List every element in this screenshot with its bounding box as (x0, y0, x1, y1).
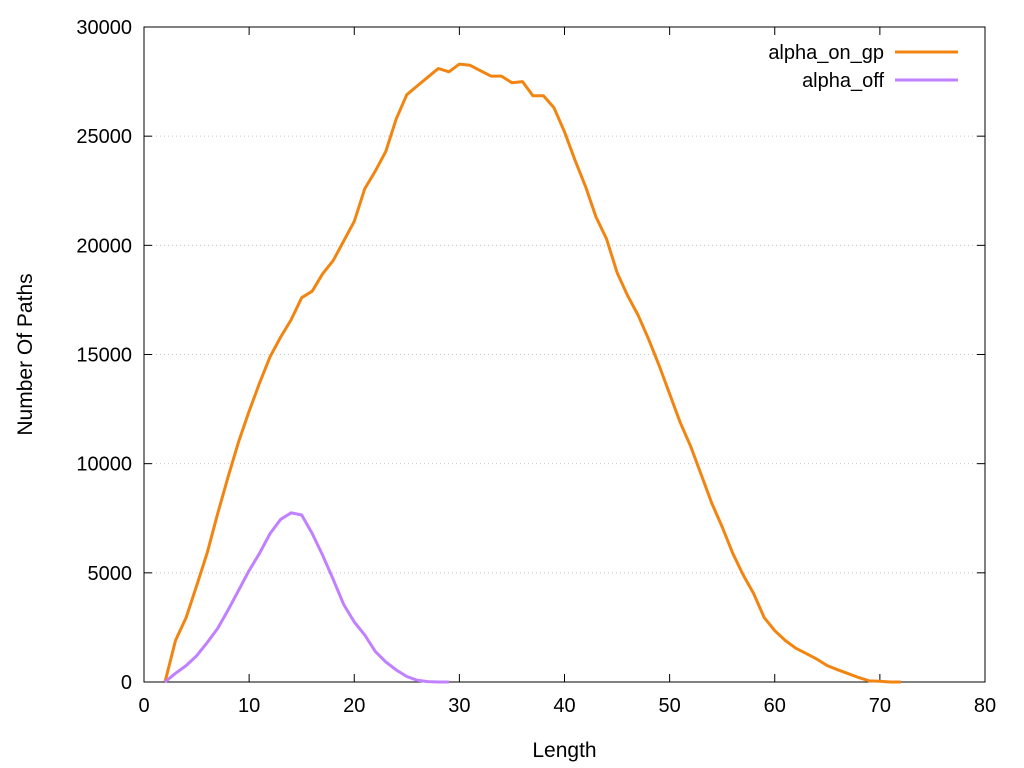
y-tick-label: 0 (121, 672, 132, 694)
y-axis-title: Number Of Paths (14, 273, 37, 435)
series-group (163, 62, 901, 684)
x-tick-label: 10 (238, 695, 260, 717)
y-tick-label: 20000 (76, 235, 132, 257)
grid (144, 135, 985, 574)
axis-ticks: 0 5000 10000 15000 20000 25000 30000 0 10 20 30 40 5… (76, 17, 996, 717)
x-axis-title: Length (532, 739, 596, 762)
x-tick-label: 60 (764, 695, 786, 717)
legend: alpha_on_gp alpha_off (768, 42, 958, 92)
x-tick-label: 70 (869, 695, 891, 717)
series-line-alpha-on-gp (163, 62, 901, 684)
y-tick-label: 30000 (76, 17, 132, 39)
legend-label-alpha-on-gp: alpha_on_gp (768, 42, 884, 64)
series-line-alpha-off (164, 511, 449, 684)
x-tick-label: 80 (974, 695, 996, 717)
x-tick-label: 0 (138, 695, 149, 717)
legend-label-alpha-off: alpha_off (802, 70, 884, 92)
y-tick-label: 10000 (76, 454, 132, 476)
x-tick-label: 20 (343, 695, 365, 717)
y-tick-label: 25000 (76, 126, 132, 148)
y-tick-label: 15000 (76, 345, 132, 367)
x-tick-label: 50 (659, 695, 681, 717)
y-tick-label: 5000 (88, 563, 133, 585)
x-tick-label: 30 (448, 695, 470, 717)
x-tick-label: 40 (553, 695, 575, 717)
